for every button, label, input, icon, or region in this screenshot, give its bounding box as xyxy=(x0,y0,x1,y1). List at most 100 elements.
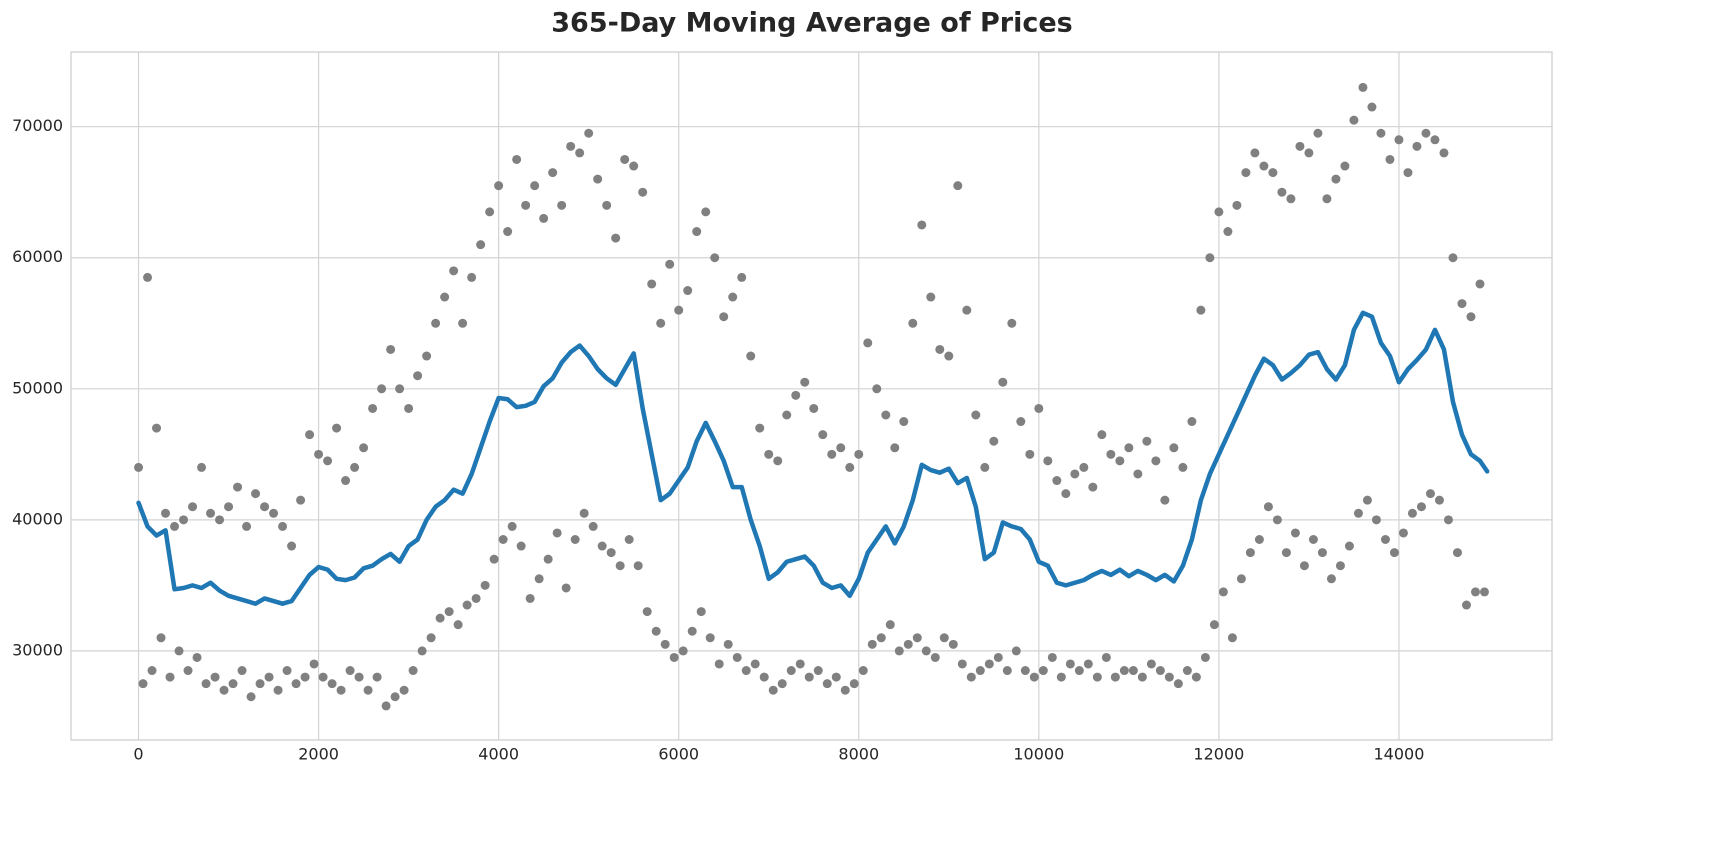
point xyxy=(1043,456,1053,466)
point xyxy=(161,508,171,518)
point xyxy=(1029,672,1039,682)
point xyxy=(737,272,747,282)
point xyxy=(489,554,499,564)
point xyxy=(309,659,319,669)
point xyxy=(539,213,549,223)
point xyxy=(1295,141,1305,151)
point xyxy=(327,679,337,689)
point xyxy=(1070,469,1080,479)
point xyxy=(188,502,198,512)
point xyxy=(867,639,877,649)
point xyxy=(759,672,769,682)
point xyxy=(1448,253,1458,263)
point xyxy=(548,168,558,178)
point xyxy=(597,541,607,551)
point xyxy=(395,384,405,394)
point xyxy=(1466,312,1476,322)
point xyxy=(899,417,909,427)
point xyxy=(521,200,531,210)
point xyxy=(485,207,495,217)
point xyxy=(1056,672,1066,682)
point xyxy=(138,679,148,689)
point xyxy=(579,508,589,518)
point xyxy=(1353,508,1363,518)
point xyxy=(854,449,864,459)
point xyxy=(1227,633,1237,643)
point xyxy=(660,639,670,649)
point xyxy=(1187,417,1197,427)
point xyxy=(638,187,648,197)
point xyxy=(615,561,625,571)
point xyxy=(206,508,216,518)
point xyxy=(885,620,895,630)
point xyxy=(404,403,414,413)
point xyxy=(944,351,954,361)
point xyxy=(656,318,666,328)
point xyxy=(741,666,751,676)
x-tick-label: 14000 xyxy=(1373,745,1424,764)
point xyxy=(1002,666,1012,676)
point xyxy=(498,534,508,544)
point xyxy=(714,659,724,669)
point xyxy=(624,534,634,544)
point xyxy=(831,672,841,682)
point xyxy=(1178,462,1188,472)
point xyxy=(1169,443,1179,453)
point xyxy=(948,639,958,649)
point xyxy=(462,600,472,610)
x-tick-label: 6000 xyxy=(658,745,699,764)
point xyxy=(197,462,207,472)
point xyxy=(1200,652,1210,662)
point xyxy=(237,666,247,676)
point xyxy=(1421,128,1431,138)
y-tick-label: 70000 xyxy=(12,116,63,135)
point xyxy=(1443,515,1453,525)
point xyxy=(584,128,594,138)
point xyxy=(1308,534,1318,544)
point xyxy=(1398,528,1408,538)
point xyxy=(1137,672,1147,682)
point xyxy=(1457,299,1467,309)
point xyxy=(318,672,328,682)
point xyxy=(849,679,859,689)
point xyxy=(1007,318,1017,328)
point xyxy=(413,371,423,381)
point xyxy=(912,633,922,643)
point xyxy=(1223,227,1233,237)
point xyxy=(687,626,697,636)
point xyxy=(930,652,940,662)
point xyxy=(800,377,810,387)
point xyxy=(1128,666,1138,676)
point xyxy=(620,154,630,164)
point xyxy=(1407,508,1417,518)
point xyxy=(818,430,828,440)
point xyxy=(534,574,544,584)
point xyxy=(1196,305,1206,315)
point xyxy=(881,410,891,420)
x-tick-label: 8000 xyxy=(838,745,879,764)
point xyxy=(1376,128,1386,138)
point xyxy=(1025,449,1035,459)
point xyxy=(696,607,706,617)
point xyxy=(300,672,310,682)
point xyxy=(782,410,792,420)
point xyxy=(683,286,693,296)
point xyxy=(1146,659,1156,669)
point xyxy=(629,161,639,171)
point xyxy=(786,666,796,676)
point xyxy=(1016,417,1026,427)
point xyxy=(1272,515,1282,525)
point xyxy=(1110,672,1120,682)
point xyxy=(827,449,837,459)
point xyxy=(273,685,283,695)
point xyxy=(593,174,603,184)
point xyxy=(1191,672,1201,682)
point xyxy=(755,423,765,433)
point xyxy=(426,633,436,643)
point xyxy=(179,515,189,525)
point xyxy=(894,646,904,656)
point xyxy=(917,220,927,230)
point xyxy=(1047,652,1057,662)
point xyxy=(1241,168,1251,178)
